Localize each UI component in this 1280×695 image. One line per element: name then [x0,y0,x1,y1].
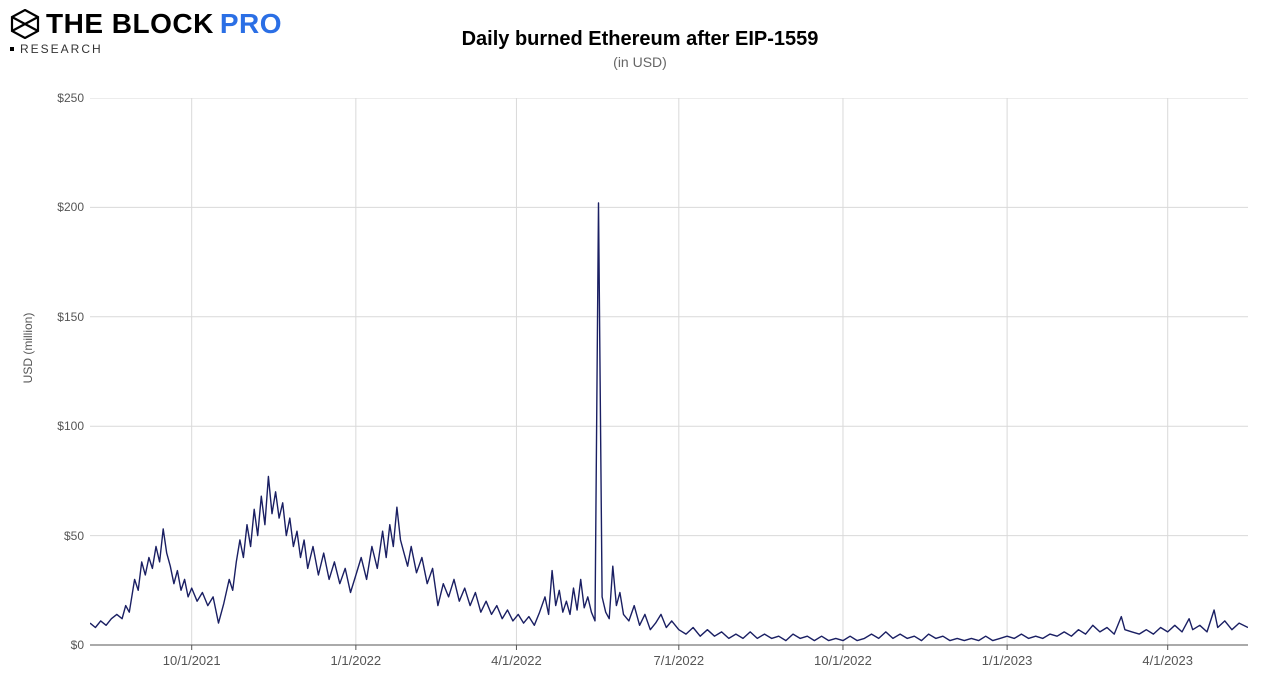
chart-plot-area [90,98,1248,645]
x-tick-label: 7/1/2022 [654,653,705,668]
x-tick-label: 4/1/2022 [491,653,542,668]
x-tick-label: 1/1/2023 [982,653,1033,668]
y-tick-label: $50 [64,529,84,543]
chart-subtitle: (in USD) [0,54,1280,70]
x-tick-label: 10/1/2022 [814,653,872,668]
y-tick-label: $150 [57,310,84,324]
y-tick-label: $0 [71,638,84,652]
x-tick-label: 10/1/2021 [163,653,221,668]
chart-svg [90,98,1248,651]
y-tick-label: $250 [57,91,84,105]
x-tick-label: 4/1/2023 [1142,653,1193,668]
y-tick-label: $100 [57,419,84,433]
y-tick-label: $200 [57,200,84,214]
x-tick-label: 1/1/2022 [331,653,382,668]
chart-title: Daily burned Ethereum after EIP-1559 [0,28,1280,51]
data-line [90,203,1248,641]
y-axis-label: USD (million) [21,312,35,383]
